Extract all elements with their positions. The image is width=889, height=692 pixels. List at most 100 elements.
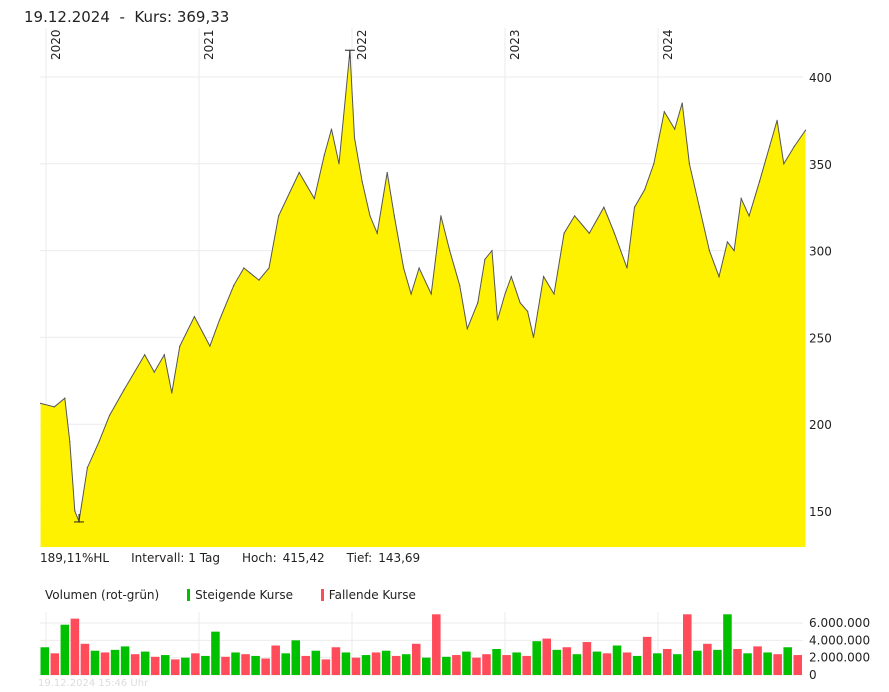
price-point [726,241,728,243]
chart-info-bar: 189,11%HL Intervall: 1 Tag Hoch: 415,42 Tief… [40,551,442,565]
volume-bar [693,650,702,675]
volume-bar [160,655,170,675]
volume-bar [592,651,602,675]
volume-bar [753,646,762,675]
volume-bar [662,648,672,675]
price-point [542,276,545,278]
price-point [698,206,700,208]
x-tick-label: 2024 [661,29,675,60]
price-point [353,137,356,139]
hl-percent: 189,11%HL [40,551,110,565]
volume-bar [331,647,341,675]
high: Hoch: 415,42 [242,551,325,565]
price-point [233,284,235,286]
price-point [466,328,468,330]
price-point [663,111,665,113]
volume-bar [291,640,301,675]
y-tick-label: 400 [809,71,832,85]
price-point [748,215,750,217]
price-point [459,284,461,286]
price-point [643,189,646,191]
volume-bar [221,656,230,675]
volume-bar [582,642,592,675]
volume-bar [181,657,190,675]
price-point [386,171,388,174]
volume-bar [472,657,481,675]
price-point [369,215,371,217]
volume-bar [361,655,371,675]
price-point [410,293,412,295]
price-point [323,154,325,156]
volume-bar [301,655,311,675]
price-point [804,129,807,131]
header-date: 19.12.2024 [24,8,110,26]
price-point [418,267,420,269]
y-tick-label: 200 [809,418,832,432]
price-point [218,319,221,321]
volume-bar [432,614,441,675]
y-tick-label: 250 [809,331,832,345]
interval: Intervall: 1 Tag [131,551,221,565]
price-point [193,315,196,318]
timestamp: 19.12.2024 15:46 Uhr [38,678,149,689]
price-point [86,467,88,469]
price-point [793,145,795,148]
price-point [653,163,655,165]
volume-bar [442,656,451,675]
volume-bar [773,654,782,675]
volume-bar [552,649,562,675]
price-point [718,276,720,278]
low-value: 143,69 [378,551,421,565]
price-point [440,215,442,217]
volume-bar [632,655,642,675]
volume-bar [120,646,130,675]
volume-bar [703,643,712,675]
price-point [376,232,378,234]
volume-bar [422,657,431,675]
volume-bar [70,618,80,675]
volume-tick-label: 0 [809,668,817,682]
volume-bar [150,656,160,675]
volume-bar [201,655,210,675]
volume-bar [321,659,331,675]
volume-bar [171,659,180,675]
volume-bar [562,647,572,675]
price-point [783,163,785,165]
price-point [733,250,735,252]
high-value: 415,42 [282,551,325,565]
price-point [361,180,363,182]
price-point [758,180,761,182]
price-point [496,319,499,321]
volume-bar [351,657,361,675]
volume-bar [211,631,220,675]
price-point [674,128,676,130]
price-point [179,345,181,347]
price-point [527,310,529,312]
volume-bar [371,652,381,675]
price-point [504,293,506,295]
x-tick-label: 2023 [508,29,522,60]
volume-bar [763,652,772,675]
volume-tick-label: 4.000.000 [809,633,870,647]
volume-bar [512,652,521,675]
volume-bar [602,653,612,675]
volume-bar [612,645,622,675]
volume-bar [743,653,752,675]
price-point [776,119,778,121]
volume-bar [40,647,50,675]
price-point [393,215,395,217]
price-point [484,258,486,260]
price-point [123,388,125,391]
price-point [477,302,479,304]
volume-bar [622,652,632,675]
legend-up: Steigende Kurse [195,588,293,602]
price-point [313,197,315,200]
volume-bar [60,624,70,675]
price-point [769,145,771,148]
low: Tief: 143,69 [347,551,421,565]
volume-bar [80,643,90,675]
price-point [532,336,535,338]
price-point [430,293,432,295]
